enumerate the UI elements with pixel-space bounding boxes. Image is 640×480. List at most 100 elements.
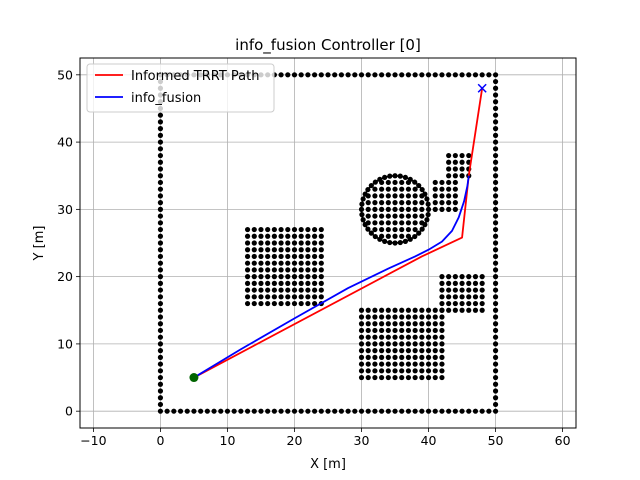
obstacle-point bbox=[251, 233, 257, 239]
obstacle-point bbox=[459, 280, 465, 286]
obstacle-point bbox=[412, 72, 418, 78]
obstacle-point bbox=[492, 314, 499, 320]
obstacle-point bbox=[472, 72, 479, 78]
obstacle-point bbox=[439, 274, 445, 280]
obstacle-point bbox=[338, 408, 345, 414]
obstacle-point bbox=[298, 280, 304, 286]
obstacle-point bbox=[365, 307, 371, 313]
obstacle-point bbox=[399, 321, 405, 327]
obstacle-point bbox=[392, 226, 398, 233]
obstacle-point bbox=[425, 327, 432, 334]
obstacle-point bbox=[492, 247, 499, 253]
obstacle-point bbox=[492, 159, 499, 165]
obstacle-point bbox=[271, 300, 277, 307]
obstacle-point bbox=[311, 287, 318, 293]
obstacle-point bbox=[157, 321, 164, 327]
obstacle-point bbox=[379, 327, 385, 334]
obstacle-point bbox=[419, 213, 425, 219]
obstacle-point bbox=[405, 327, 412, 334]
obstacle-point bbox=[492, 146, 499, 152]
obstacle-point bbox=[452, 408, 458, 414]
obstacle-point bbox=[372, 334, 378, 340]
obstacle-point bbox=[278, 267, 284, 273]
obstacle-point bbox=[204, 408, 210, 414]
legend: Informed TRRT Path info_fusion bbox=[86, 63, 275, 113]
obstacle-point bbox=[251, 294, 257, 300]
circle-obstacle-outline bbox=[360, 175, 430, 244]
obstacle-point bbox=[379, 186, 385, 192]
obstacle-point bbox=[258, 247, 264, 253]
obstacle-point bbox=[278, 300, 284, 307]
obstacle-point bbox=[425, 334, 432, 340]
obstacle-point bbox=[432, 200, 438, 206]
obstacle-point bbox=[399, 186, 405, 192]
obstacle-point bbox=[305, 253, 311, 260]
obstacle-point bbox=[459, 274, 465, 280]
obstacle-point bbox=[258, 280, 264, 286]
obstacle-point bbox=[285, 72, 291, 78]
obstacle-point bbox=[479, 300, 485, 307]
obstacle-point bbox=[258, 294, 264, 300]
obstacle-point bbox=[492, 173, 499, 179]
obstacle-point bbox=[311, 253, 318, 260]
trrt-path-line bbox=[193, 88, 484, 379]
obstacle-point bbox=[358, 408, 365, 414]
obstacle-point bbox=[372, 354, 378, 360]
obstacle-point bbox=[285, 300, 291, 307]
obstacle-point bbox=[244, 408, 251, 414]
obstacle-point bbox=[278, 274, 284, 280]
obstacle-point bbox=[392, 72, 398, 78]
obstacle-point bbox=[385, 220, 391, 226]
obstacle-point bbox=[372, 200, 378, 206]
obstacle-point bbox=[184, 408, 190, 414]
obstacle-point bbox=[265, 280, 271, 286]
obstacle-point bbox=[385, 348, 391, 354]
obstacle-point bbox=[392, 348, 398, 354]
obstacle-point bbox=[157, 166, 164, 172]
obstacle-point bbox=[278, 247, 284, 253]
obstacle-point bbox=[372, 72, 378, 78]
obstacle-point bbox=[157, 240, 164, 246]
obstacle-point bbox=[157, 300, 164, 307]
obstacle-point bbox=[466, 307, 472, 313]
obstacle-point bbox=[459, 294, 465, 300]
obstacle-point bbox=[492, 327, 499, 334]
obstacle-point bbox=[385, 307, 391, 313]
obstacle-point bbox=[419, 327, 425, 334]
obstacle-point bbox=[439, 280, 445, 286]
obstacle-point bbox=[412, 314, 418, 320]
obstacle-point bbox=[271, 247, 277, 253]
obstacle-point bbox=[291, 280, 298, 286]
obstacle-point bbox=[392, 374, 398, 381]
obstacle-point bbox=[452, 200, 458, 206]
obstacle-point bbox=[372, 361, 378, 367]
obstacle-point bbox=[291, 408, 298, 414]
obstacle-point bbox=[432, 361, 438, 367]
obstacle-point bbox=[379, 226, 385, 233]
obstacle-point bbox=[486, 408, 492, 414]
obstacle-point bbox=[466, 287, 472, 293]
obstacle-point bbox=[157, 126, 164, 132]
obstacle-point bbox=[244, 274, 251, 280]
obstacle-point bbox=[318, 280, 324, 286]
obstacle-point bbox=[452, 72, 458, 78]
obstacle-point bbox=[379, 408, 385, 414]
obstacle-point bbox=[446, 173, 452, 179]
obstacle-point bbox=[157, 186, 164, 192]
obstacle-point bbox=[466, 408, 472, 414]
obstacle-point bbox=[271, 274, 277, 280]
obstacle-point bbox=[425, 408, 432, 414]
obstacle-point bbox=[318, 247, 324, 253]
obstacle-point bbox=[492, 341, 499, 347]
obstacle-point bbox=[271, 233, 277, 239]
obstacle-point bbox=[425, 341, 432, 347]
obstacle-point bbox=[492, 280, 499, 286]
obstacle-point bbox=[412, 368, 418, 374]
obstacle-point bbox=[432, 348, 438, 354]
obstacle-point bbox=[439, 341, 445, 347]
obstacle-point bbox=[385, 408, 391, 414]
obstacle-point bbox=[164, 408, 170, 414]
obstacle-point bbox=[419, 361, 425, 367]
obstacle-point bbox=[271, 226, 277, 233]
obstacle-point bbox=[244, 253, 251, 260]
